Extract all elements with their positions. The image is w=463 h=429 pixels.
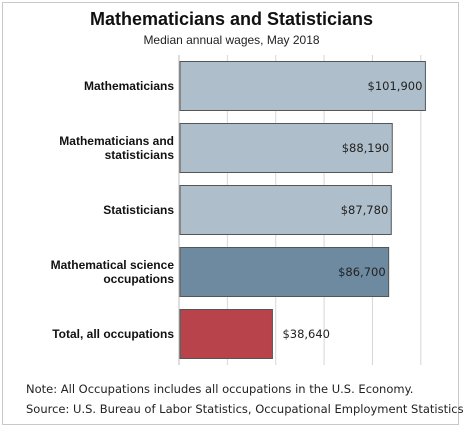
chart-subtitle: Median annual wages, May 2018 [143, 33, 320, 47]
bar-3 [179, 247, 390, 297]
source-text: Source: U.S. Bureau of Labor Statistics,… [26, 402, 463, 416]
bar-0 [179, 61, 426, 111]
bar-4 [179, 309, 273, 359]
chart-title: Mathematicians and Statisticians [89, 9, 374, 29]
value-label-4: $38,640 [282, 327, 330, 341]
value-label-0: $101,900 [368, 79, 423, 93]
note-text: Note: All Occupations includes all occup… [26, 382, 414, 396]
bar-1 [179, 123, 393, 173]
value-label-3: $86,700 [338, 265, 386, 279]
category-label-0: Mathematicians [83, 79, 174, 93]
value-label-2: $87,780 [341, 203, 389, 217]
category-label-3: Mathematical science occupations [50, 258, 174, 286]
bar-2 [179, 185, 392, 235]
category-label-1: Mathematicians and statisticians [59, 134, 174, 162]
category-label-2: Statisticians [103, 203, 174, 217]
value-label-1: $88,190 [342, 141, 390, 155]
category-label-4: Total, all occupations [52, 327, 174, 341]
